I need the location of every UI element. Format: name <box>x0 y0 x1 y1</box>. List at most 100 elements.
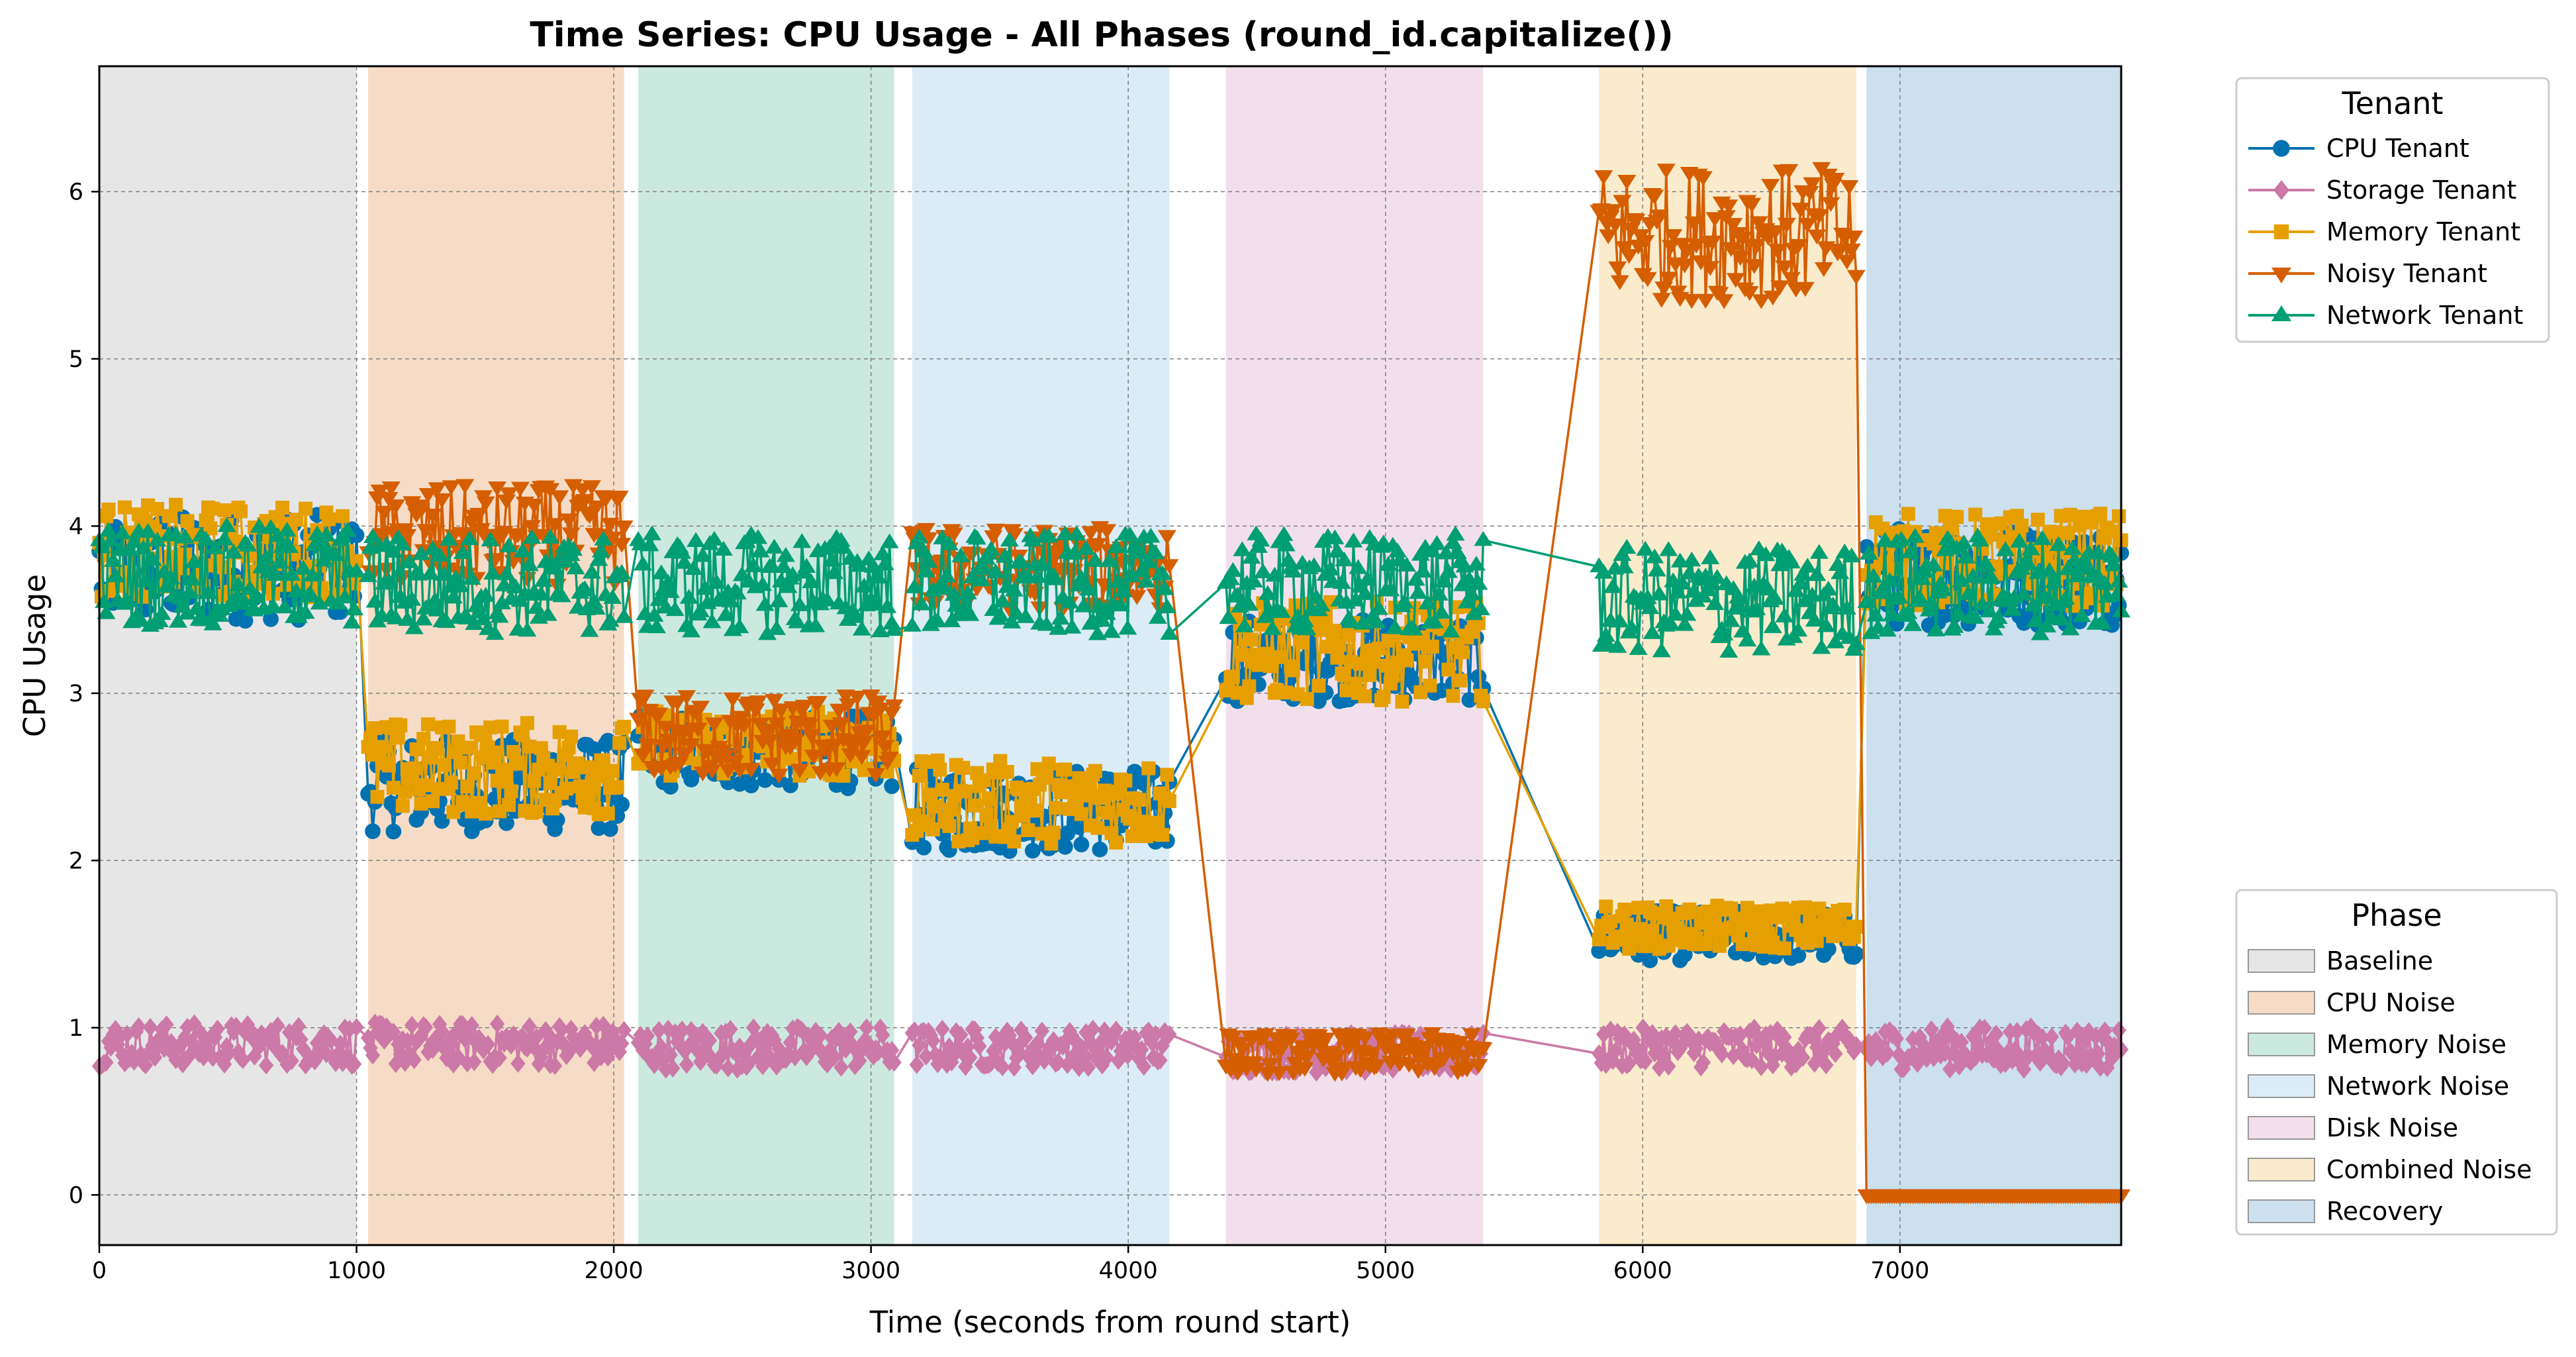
data-point <box>1740 552 1759 568</box>
data-point <box>453 755 467 770</box>
data-point <box>2049 536 2068 552</box>
data-point <box>1903 616 1923 631</box>
data-point <box>698 745 717 760</box>
data-point <box>1647 562 1666 577</box>
data-point <box>2015 519 2029 533</box>
data-point <box>640 536 659 552</box>
data-point <box>538 1021 553 1040</box>
data-point <box>386 1023 401 1042</box>
data-point <box>1659 541 1678 556</box>
data-point <box>612 736 627 750</box>
data-point <box>532 585 551 601</box>
data-point <box>1615 241 1634 256</box>
data-point <box>919 552 938 568</box>
data-point <box>1349 559 1368 574</box>
data-point <box>367 721 382 735</box>
data-point <box>418 487 438 503</box>
data-point <box>886 1053 902 1072</box>
data-point <box>1160 768 1174 782</box>
legend-swatch <box>2248 1158 2315 1181</box>
data-point <box>662 779 679 795</box>
data-point <box>1817 617 1836 632</box>
data-point <box>653 1038 669 1057</box>
data-point <box>1826 633 1845 648</box>
data-point <box>1809 934 1824 948</box>
data-point <box>185 553 204 568</box>
data-point <box>459 1054 475 1073</box>
data-point <box>1476 694 1490 709</box>
data-point <box>1423 678 1437 693</box>
data-point <box>263 611 279 627</box>
data-point <box>1092 841 1108 858</box>
data-point <box>1364 654 1379 669</box>
legend-swatch <box>2248 1074 2315 1098</box>
data-point <box>935 579 954 595</box>
data-point <box>546 518 565 533</box>
data-point <box>847 690 867 706</box>
data-point <box>403 591 422 606</box>
data-point <box>658 1060 674 1079</box>
data-point <box>510 1054 526 1073</box>
data-point <box>199 584 218 599</box>
data-point <box>1752 294 1771 309</box>
data-point <box>1439 563 1458 578</box>
data-point <box>99 522 119 537</box>
legend-item-network-tenant: Network Tenant <box>2248 301 2523 330</box>
data-point <box>414 610 433 626</box>
data-point <box>1251 531 1270 547</box>
data-point <box>1353 615 1372 630</box>
data-point <box>610 779 624 794</box>
data-point <box>1675 258 1694 274</box>
data-point <box>1024 842 1041 859</box>
data-point <box>550 762 565 777</box>
data-point <box>845 608 865 623</box>
data-point <box>1076 540 1096 555</box>
data-point <box>1239 691 1254 705</box>
data-point <box>284 1051 299 1070</box>
data-point <box>591 542 610 558</box>
data-point <box>2034 1028 2050 1047</box>
data-point <box>830 703 849 719</box>
data-point <box>531 1054 546 1074</box>
data-point <box>1281 1032 1300 1048</box>
data-point <box>1055 525 1074 540</box>
data-point <box>546 559 565 575</box>
y-tick-label: 1 <box>69 1015 83 1042</box>
data-point <box>421 564 440 580</box>
data-point <box>363 528 383 544</box>
data-point <box>1378 556 1398 571</box>
data-point <box>916 523 935 538</box>
data-point <box>1968 1048 1983 1067</box>
legend-label: Network Tenant <box>2326 301 2523 330</box>
axis-ticks: 0 1000 2000 3000 4000 5000 6000 7000 0 1 2 3 4 5 6 <box>69 179 1930 1284</box>
data-point <box>480 1034 496 1054</box>
data-point <box>1938 1043 1953 1062</box>
chart-title: Time Series: CPU Usage - All Phases (rou… <box>530 15 1673 55</box>
data-point <box>1610 612 1629 628</box>
data-point <box>481 531 500 547</box>
data-point <box>442 480 461 495</box>
legend-swatch <box>2248 1032 2315 1056</box>
data-point <box>1875 1047 1891 1066</box>
data-point <box>617 719 632 734</box>
data-point <box>1457 593 1476 609</box>
data-point <box>549 812 565 828</box>
data-point <box>248 588 267 603</box>
data-point <box>1680 1023 1695 1042</box>
data-point <box>1429 585 1449 601</box>
data-point <box>2061 526 2075 540</box>
data-point <box>1049 620 1068 635</box>
data-point <box>1162 1025 1177 1044</box>
data-point <box>1146 544 1165 560</box>
data-point <box>2063 507 2077 522</box>
data-point <box>1088 538 1107 553</box>
data-point <box>746 703 765 719</box>
data-point <box>1332 574 1351 589</box>
data-point <box>1263 659 1277 674</box>
data-point <box>859 1018 875 1037</box>
data-point <box>1312 596 1331 612</box>
data-point <box>614 1034 630 1053</box>
data-point <box>439 530 458 546</box>
data-point <box>101 502 116 517</box>
data-point <box>1617 538 1637 554</box>
